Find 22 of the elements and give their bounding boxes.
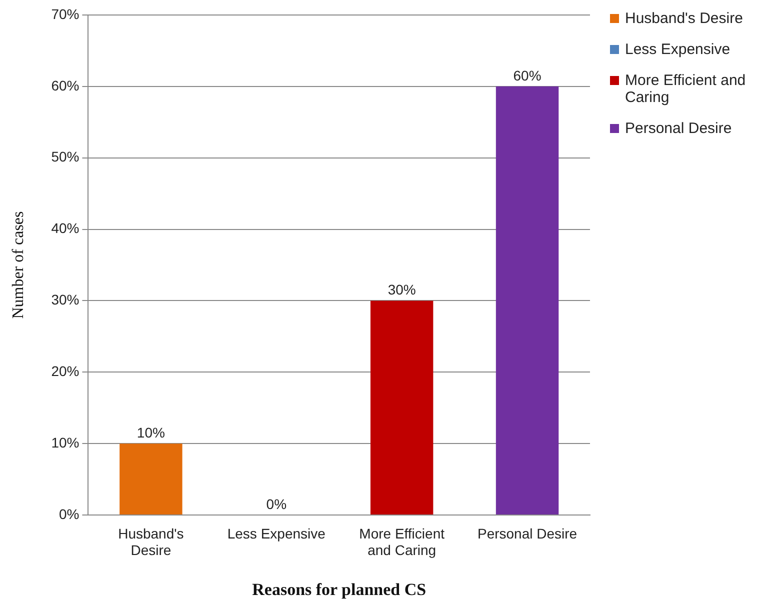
legend-label: Husband's Desire — [625, 10, 743, 27]
y-tick-label: 30% — [51, 292, 80, 308]
x-tick-label: Less Expensive — [227, 525, 326, 542]
y-axis-title: Number of cases — [10, 211, 27, 319]
x-tick-label: Personal Desire — [477, 525, 578, 542]
y-tick-label: 20% — [51, 363, 80, 379]
data-label: 0% — [266, 496, 287, 512]
y-tick-label: 40% — [51, 220, 80, 236]
x-axis-title: Reasons for planned CS — [252, 580, 426, 600]
x-tick-label: More Efficient and Caring — [359, 525, 445, 558]
y-tick-label: 60% — [51, 77, 80, 94]
y-tick-label: 10% — [51, 434, 80, 450]
y-tick-label: 70% — [51, 6, 80, 22]
legend-label: Less Expensive — [625, 41, 730, 58]
x-tick-label: Husband's Desire — [118, 525, 184, 558]
legend-label: Personal Desire — [625, 120, 732, 137]
data-label: 60% — [513, 67, 542, 84]
y-tick-label: 0% — [58, 506, 80, 522]
legend-label: More Efficient and Caring — [625, 72, 747, 106]
data-label: 10% — [136, 424, 165, 440]
y-tick-label: 50% — [51, 148, 80, 165]
data-label: 30% — [388, 282, 416, 298]
